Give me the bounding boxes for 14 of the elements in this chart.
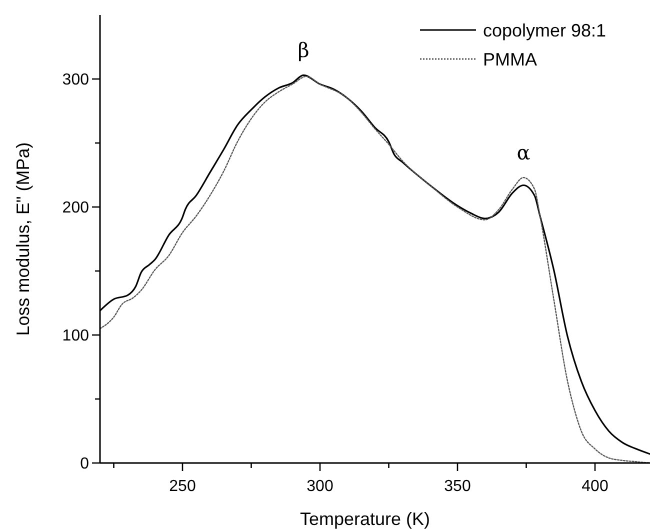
x-tick-label: 350: [444, 478, 471, 495]
annotation: α: [516, 140, 530, 165]
legend-label: PMMA: [483, 49, 537, 70]
y-tick-label: 300: [62, 72, 90, 89]
legend-label: copolymer 98:1: [483, 20, 606, 40]
x-axis-title: Temperature (K): [300, 509, 430, 529]
x-tick-label: 400: [582, 478, 608, 495]
x-tick-label: 300: [306, 478, 334, 495]
y-tick-label: 100: [62, 328, 90, 345]
y-axis-title: Loss modulus, E" (MPa): [13, 142, 33, 336]
x-tick-label: 250: [169, 478, 196, 495]
annotation: β: [298, 38, 310, 62]
y-tick-label: 0: [80, 456, 90, 473]
y-tick-label: 200: [62, 200, 90, 217]
